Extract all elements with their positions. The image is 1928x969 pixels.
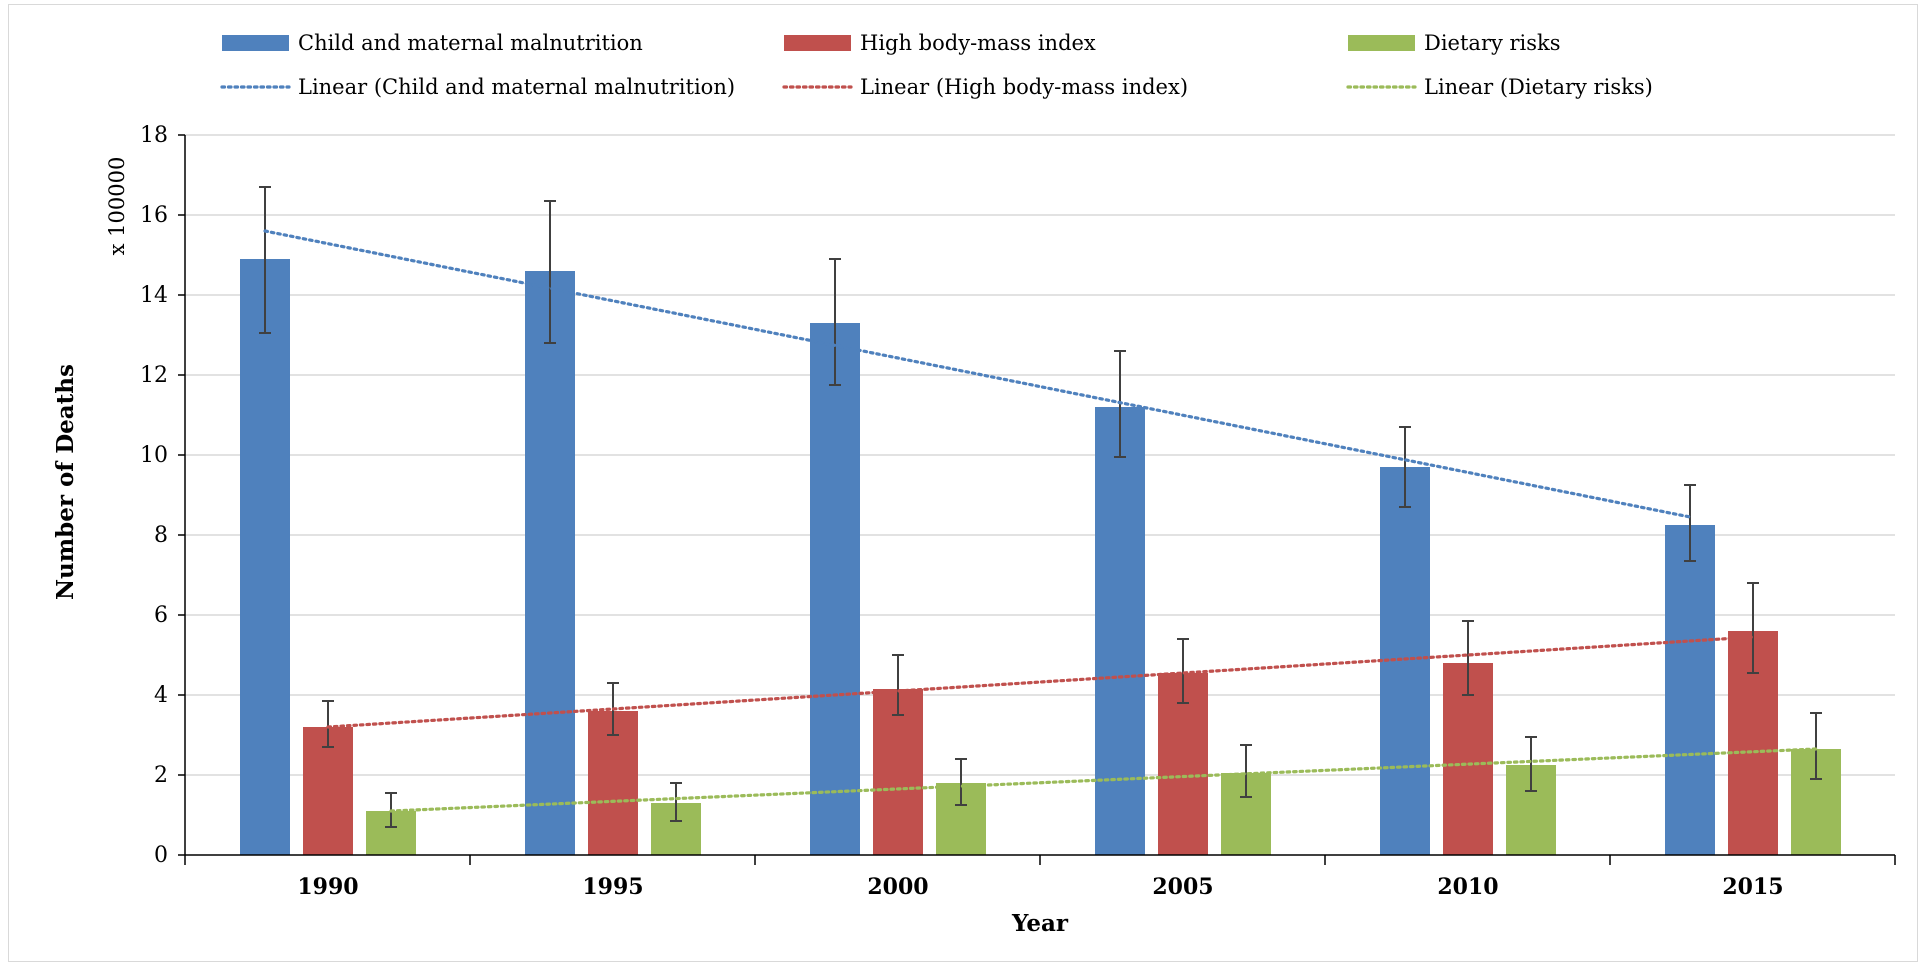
x-tick-label: 2010	[1437, 874, 1498, 900]
y-tick-label: 2	[154, 763, 168, 788]
trendline	[263, 229, 1692, 519]
error-bar	[892, 654, 904, 716]
x-tick-label: 2015	[1722, 874, 1783, 900]
legend-swatch	[222, 35, 289, 51]
y-tick-label: 8	[154, 523, 168, 548]
bar	[873, 689, 923, 855]
bar	[240, 259, 290, 855]
legend-label: High body-mass index	[860, 31, 1096, 55]
gridlines	[185, 134, 1895, 776]
x-tick-label: 1995	[582, 874, 643, 900]
legend-swatch	[784, 35, 851, 51]
bar	[810, 323, 860, 855]
trendline	[326, 635, 1755, 729]
error-bars-layer	[259, 186, 1822, 828]
error-bar	[544, 200, 556, 344]
y-tick-label: 4	[154, 683, 168, 708]
x-tick-label: 2000	[867, 874, 928, 900]
x-axis-title: Year	[1011, 910, 1069, 937]
bar	[525, 271, 575, 855]
legend-swatch	[1348, 35, 1415, 51]
bar	[1095, 407, 1145, 855]
legend: Child and maternal malnutrition High body…	[220, 31, 1653, 99]
legend-label: Child and maternal malnutrition	[298, 31, 643, 55]
y-tick-label: 18	[140, 123, 168, 148]
bars-layer	[240, 259, 1841, 855]
y-tick-label: 6	[154, 603, 168, 628]
error-bar	[955, 758, 967, 806]
y-axis-title: Number of Deaths	[52, 364, 79, 600]
y-tick-label: 14	[140, 283, 168, 308]
error-bar	[1525, 736, 1537, 792]
legend-label: Dietary risks	[1424, 31, 1561, 55]
error-bar	[1240, 744, 1252, 798]
y-unit-label: x 100000	[105, 157, 129, 256]
y-tick-label: 10	[140, 443, 168, 468]
axes-layer: 0 2 4 6 8 10 12 14 16 18 1990 1995 2000 2005 2010 2015	[140, 123, 1896, 900]
x-tick-label: 1990	[297, 874, 358, 900]
x-tick-label: 2005	[1152, 874, 1213, 900]
error-bar	[1399, 426, 1411, 508]
error-bar	[1810, 712, 1822, 780]
y-tick-label: 16	[140, 203, 168, 228]
legend-label: Linear (Dietary risks)	[1424, 75, 1653, 99]
bar	[303, 727, 353, 855]
error-bar	[829, 258, 841, 386]
error-bar	[1462, 620, 1474, 696]
bar	[1665, 525, 1715, 855]
error-bar	[322, 700, 334, 748]
legend-label: Linear (Child and maternal malnutrition)	[298, 75, 735, 99]
y-tick-label: 0	[154, 843, 168, 868]
legend-label: Linear (High body-mass index)	[860, 75, 1188, 99]
error-bar	[1747, 582, 1759, 674]
error-bar	[1177, 638, 1189, 704]
trendline	[389, 747, 1818, 813]
error-bar	[670, 782, 682, 822]
error-bar	[259, 186, 271, 334]
y-tick-label: 12	[140, 363, 168, 388]
error-bar	[1684, 484, 1696, 562]
trendlines-layer	[263, 229, 1818, 813]
